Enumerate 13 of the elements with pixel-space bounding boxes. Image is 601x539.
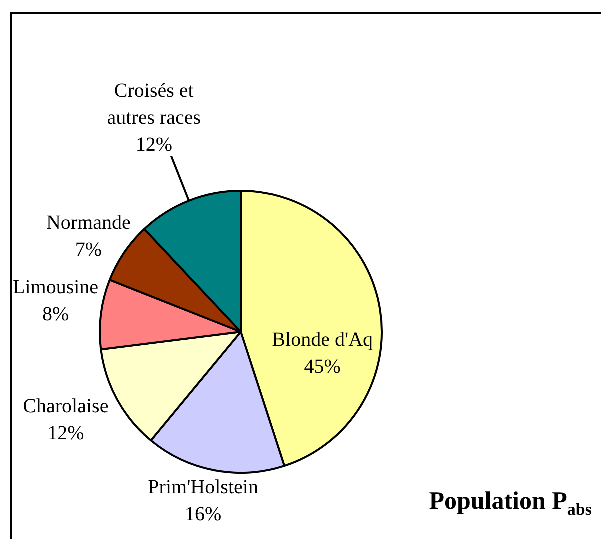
data-label: 12% (136, 134, 172, 156)
data-label: 16% (184, 504, 222, 526)
data-label: 12% (48, 422, 84, 444)
data-label: 7% (75, 238, 102, 261)
slice-label: Croisés et autres races (107, 80, 202, 129)
data-label: 8% (42, 303, 70, 326)
slice-label: Normande (46, 212, 131, 234)
text: Population P$_{abs}$ (429, 488, 592, 520)
slice-label: Charolaise (23, 395, 109, 418)
data-label: 45% (304, 356, 341, 378)
slice-label: Blonde d'Aq (272, 329, 374, 352)
slice-label: Prim'Holstein (148, 476, 258, 499)
slice-label: Limousine (13, 276, 99, 298)
